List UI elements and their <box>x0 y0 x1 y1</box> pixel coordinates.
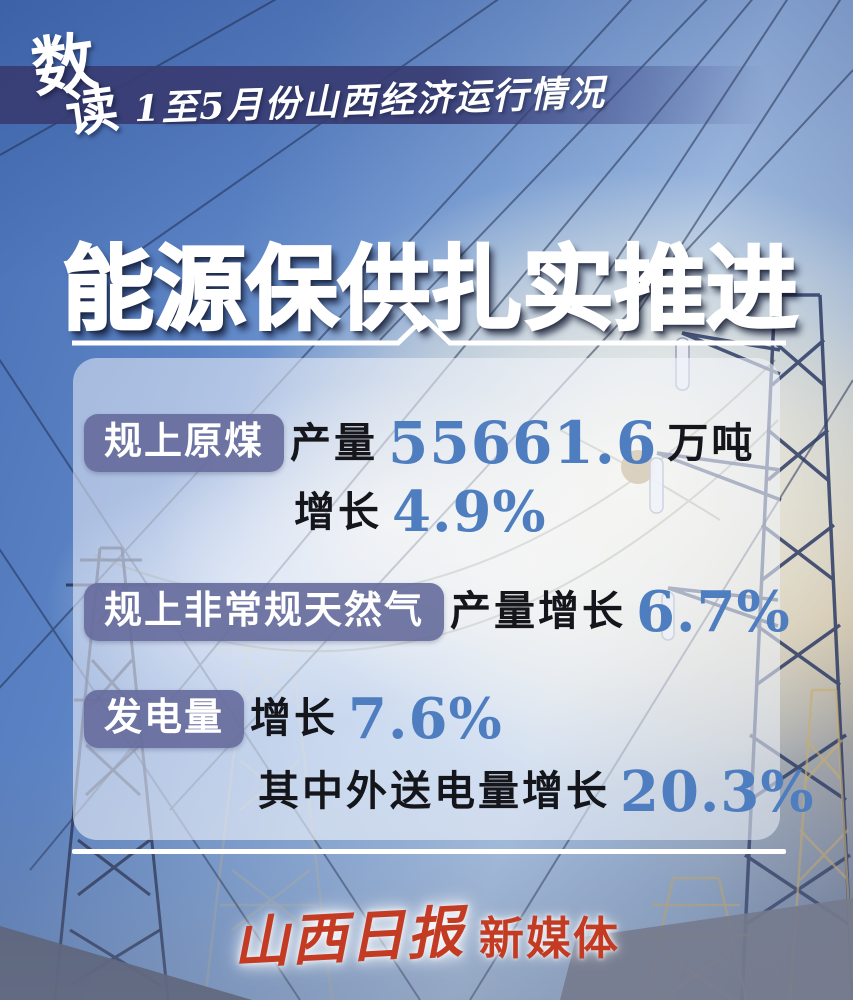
header-banner <box>0 66 853 124</box>
peak-divider-line <box>72 314 786 346</box>
stat-line: 规上原煤 产量 55661.6 万吨 <box>84 414 761 472</box>
category-badge-gas: 规上非常规天然气 <box>84 583 445 641</box>
footer-logo: 山西日报 新媒体 <box>0 899 853 977</box>
stat-label: 产量 <box>290 419 379 466</box>
category-badge-electricity: 发电量 <box>84 690 245 748</box>
stat-label: 增长 <box>294 488 382 535</box>
stat-label: 增长 <box>250 695 339 742</box>
category-badge-coal: 规上原煤 <box>84 414 285 472</box>
stat-row-coal: 规上原煤 产量 55661.6 万吨 增长 4.9% <box>84 414 761 540</box>
stat-value: 55661.6 <box>388 409 658 477</box>
stat-value: 4.9% <box>392 479 547 545</box>
newspaper-logo: 山西日报 <box>231 898 467 978</box>
stat-line: 规上非常规天然气 产量增长 6.7% <box>84 583 795 641</box>
brand-character-bottom: 读 <box>61 77 122 146</box>
stat-unit: 万吨 <box>667 419 756 466</box>
hillside-silhouette <box>0 926 252 1000</box>
stat-row-gas: 规上非常规天然气 产量增长 6.7% <box>84 583 795 641</box>
stat-line: 发电量 增长 7.6% <box>84 690 819 748</box>
stat-row-electricity: 发电量 增长 7.6% 其中外送电量增长 20.3% <box>84 690 819 820</box>
stat-label: 产量增长 <box>450 588 627 635</box>
stat-value: 20.3% <box>620 758 815 825</box>
stat-value: 7.6% <box>348 685 503 752</box>
bottom-divider-line <box>72 849 786 854</box>
stat-line: 增长 4.9% <box>288 484 761 540</box>
stat-value: 6.7% <box>636 578 791 645</box>
rooftop-silhouette <box>560 898 853 1000</box>
stat-line: 其中外送电量增长 20.3% <box>252 764 819 820</box>
new-media-label: 新媒体 <box>478 912 620 964</box>
stat-label: 其中外送电量增长 <box>258 768 610 815</box>
